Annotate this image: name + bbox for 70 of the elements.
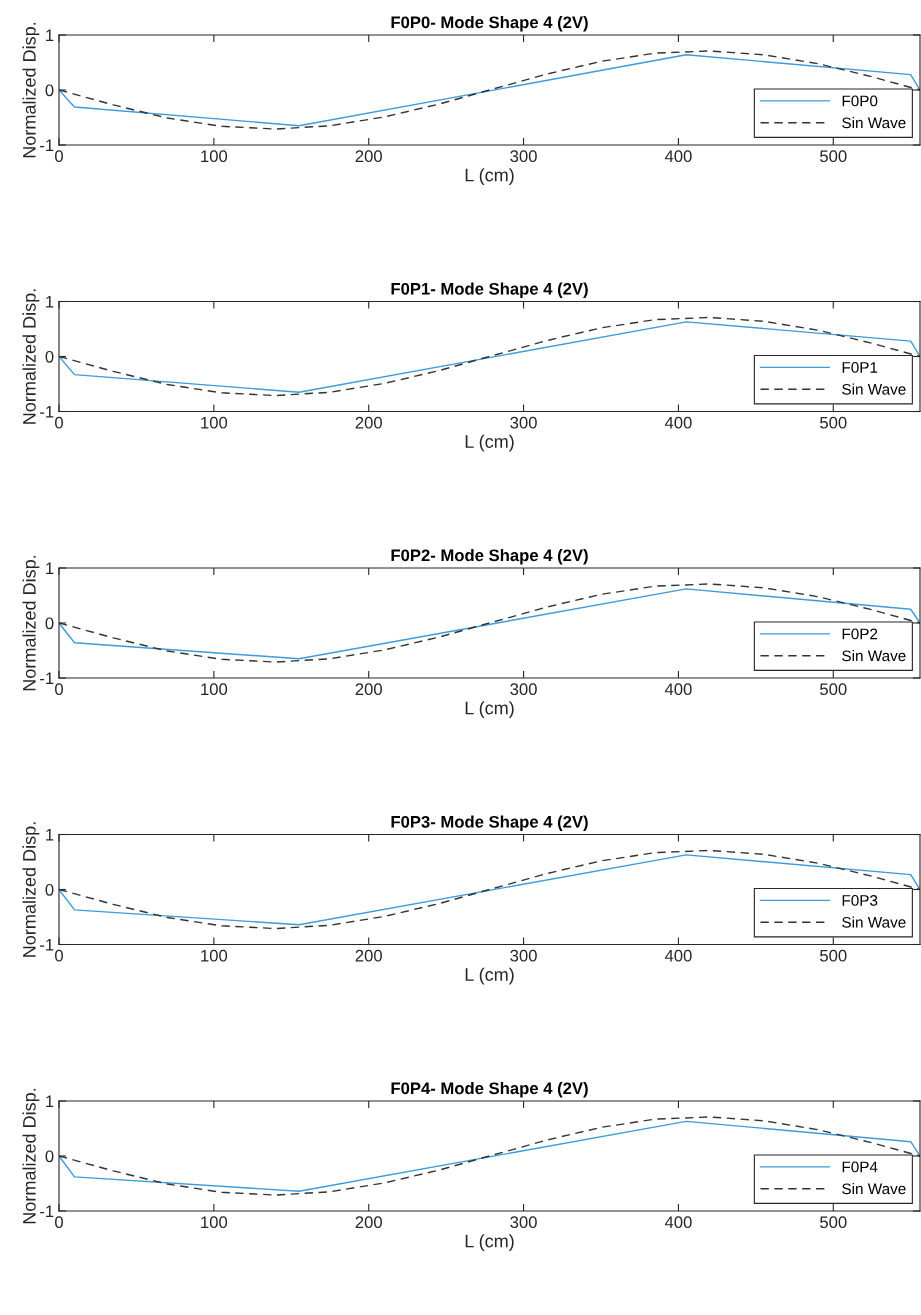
legend-label: Sin Wave	[842, 383, 906, 395]
y-tick-label: 0	[45, 350, 54, 363]
x-tick-label: 400	[664, 416, 692, 429]
x-tick-label: 100	[201, 949, 228, 962]
x-axis-title: L (cm)	[465, 434, 514, 452]
x-axis-title: L (cm)	[465, 168, 514, 185]
y-tick-label: -1	[40, 672, 54, 685]
x-tick-label: 500	[820, 1216, 847, 1229]
x-tick-label: 100	[201, 683, 228, 696]
y-tick-label: -1	[40, 139, 54, 152]
legend-label: F0P1	[842, 362, 878, 373]
chart-title: F0P4- Mode Shape 4 (2V)	[391, 1081, 588, 1098]
x-tick-label: 100	[201, 150, 228, 163]
legend-label: F0P3	[842, 895, 878, 906]
legend-label: F0P4	[842, 1161, 878, 1173]
y-tick-label: 1	[46, 829, 54, 841]
legend-label: Sin Wave	[842, 650, 906, 662]
x-tick-label: 400	[664, 949, 692, 962]
x-tick-label: 0	[55, 1216, 63, 1229]
x-tick-label: 500	[820, 949, 847, 962]
y-tick-label: 0	[45, 617, 54, 630]
x-tick-label: 400	[664, 150, 692, 163]
y-axis-title: Normalized Disp.	[22, 822, 40, 957]
x-tick-label: 200	[355, 150, 382, 163]
x-tick-label: 300	[510, 949, 537, 962]
x-tick-label: 0	[55, 683, 63, 696]
chart-title: F0P3- Mode Shape 4 (2V)	[391, 815, 588, 832]
y-tick-label: 1	[46, 562, 54, 575]
chart-title: F0P0- Mode Shape 4 (2V)	[391, 15, 588, 32]
x-axis-title: L (cm)	[465, 967, 514, 985]
legend-label: Sin Wave	[842, 916, 906, 928]
y-axis-title: Normalized Disp.	[22, 555, 40, 691]
y-tick-label: 1	[46, 29, 54, 42]
x-tick-label: 0	[55, 416, 63, 429]
legend-label: Sin Wave	[842, 117, 906, 129]
y-tick-label: 0	[45, 1150, 54, 1163]
y-axis-title: Normalized Disp.	[22, 22, 40, 158]
legend-label: F0P0	[842, 95, 878, 107]
x-tick-label: 400	[664, 1216, 692, 1229]
x-tick-label: 200	[355, 1216, 382, 1229]
x-axis-title: L (cm)	[465, 701, 514, 718]
x-tick-label: 300	[510, 150, 537, 163]
y-tick-label: 1	[46, 1095, 54, 1108]
y-tick-label: -1	[40, 1205, 54, 1218]
legend-label: Sin Wave	[842, 1183, 906, 1195]
chart-title: F0P2- Mode Shape 4 (2V)	[391, 548, 588, 565]
x-tick-label: 500	[820, 150, 847, 163]
x-tick-label: 100	[201, 416, 228, 429]
y-axis-title: Normalized Disp.	[22, 1088, 40, 1224]
x-tick-label: 200	[355, 949, 382, 962]
y-tick-label: 1	[46, 296, 54, 308]
x-axis-title: L (cm)	[465, 1234, 514, 1251]
legend-label: F0P2	[842, 628, 878, 640]
y-axis-title: Normalized Disp.	[22, 289, 40, 424]
x-tick-label: 500	[820, 683, 847, 696]
y-tick-label: 0	[45, 84, 54, 97]
x-tick-label: 300	[510, 1216, 537, 1229]
chart-title: F0P1- Mode Shape 4 (2V)	[391, 282, 588, 299]
x-tick-label: 300	[510, 683, 537, 696]
x-tick-label: 400	[664, 683, 692, 696]
y-tick-label: -1	[40, 406, 54, 418]
y-tick-label: -1	[40, 939, 54, 951]
x-tick-label: 0	[55, 949, 63, 962]
x-tick-label: 500	[820, 416, 847, 429]
x-tick-label: 0	[55, 150, 63, 163]
x-tick-label: 200	[355, 416, 382, 429]
x-tick-label: 200	[355, 683, 382, 696]
y-tick-label: 0	[45, 883, 54, 896]
x-tick-label: 300	[510, 416, 537, 429]
x-tick-label: 100	[201, 1216, 228, 1229]
